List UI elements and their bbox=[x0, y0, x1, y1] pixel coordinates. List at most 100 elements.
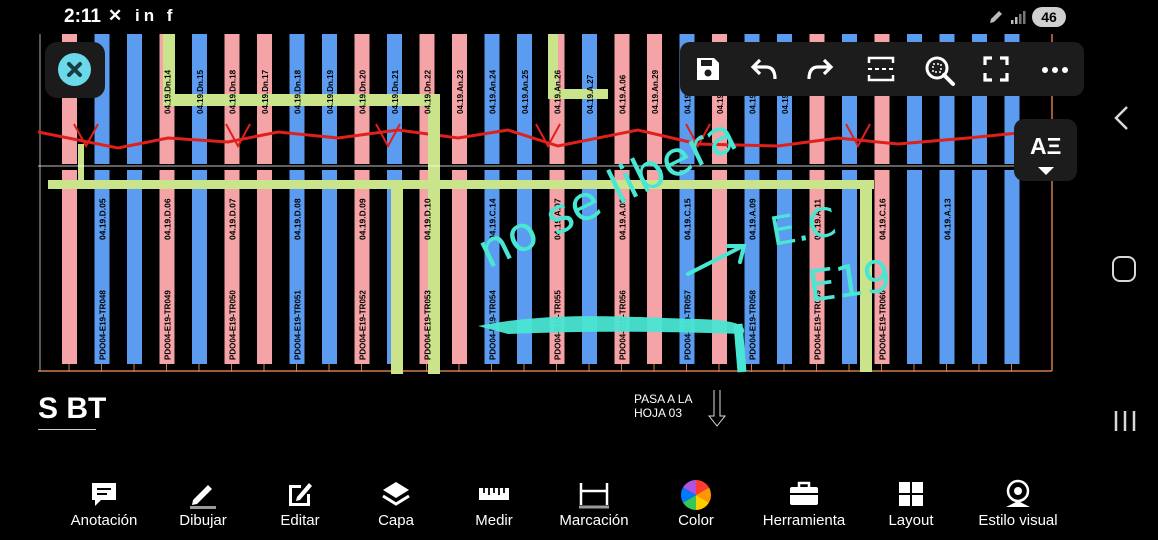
tool-label: Color bbox=[678, 512, 714, 529]
lower-column-bar bbox=[777, 170, 792, 364]
upper-circuit-label: 04.19.Dn.19 bbox=[326, 69, 335, 114]
lower-column-bar bbox=[517, 170, 532, 364]
tool-color[interactable]: Color bbox=[656, 470, 736, 540]
home-nav-button[interactable] bbox=[1112, 256, 1136, 282]
upper-circuit-label: 04.19.Dn.17 bbox=[261, 69, 270, 114]
tool-label: Editar bbox=[280, 512, 320, 529]
mid-circuit-label: 04.19.D.08 bbox=[293, 198, 303, 240]
status-bar: 2:11 ✕ in f 46 bbox=[0, 0, 1158, 34]
lower-column-bar bbox=[224, 170, 240, 364]
lower-column-bar bbox=[127, 170, 142, 364]
comment-icon bbox=[92, 483, 116, 506]
lower-column-bar bbox=[874, 170, 890, 364]
fit-width-icon bbox=[867, 56, 895, 82]
handwritten-text: E.C bbox=[767, 199, 840, 256]
tool-medir[interactable]: Medir bbox=[454, 470, 534, 540]
transformer-label: PDO04-E19-TR058 bbox=[749, 290, 758, 360]
lower-column-bar bbox=[809, 170, 825, 364]
lower-column-bar bbox=[972, 170, 987, 364]
save-button[interactable] bbox=[680, 42, 736, 96]
upper-circuit-label: 04.19.An.29 bbox=[651, 69, 660, 114]
lower-column-bar bbox=[484, 170, 500, 364]
text-style-button[interactable]: AΞ bbox=[1014, 119, 1077, 181]
lower-column-bar bbox=[614, 170, 630, 364]
tool-anotacion[interactable]: Anotación bbox=[60, 470, 148, 540]
continuation-line-2: HOJA 03 bbox=[634, 406, 683, 420]
green-feeder-horizontal bbox=[48, 180, 874, 189]
continuation-line-1: PASA A LA bbox=[634, 392, 693, 406]
lower-column-bar bbox=[712, 170, 727, 364]
visual-style-icon bbox=[1006, 479, 1030, 507]
upper-circuit-label: 04.19.An.24 bbox=[489, 69, 498, 114]
tool-label: Marcación bbox=[559, 512, 629, 529]
transformer-label: PDO04-E19-TR050 bbox=[229, 290, 238, 360]
battery-level: 46 bbox=[1032, 7, 1066, 27]
tool-layout[interactable]: Layout bbox=[872, 470, 950, 540]
dropdown-arrow-icon bbox=[1038, 167, 1054, 175]
notification-icons: ✕ in f bbox=[108, 6, 177, 25]
zoom-area-button[interactable] bbox=[910, 42, 966, 96]
zoom-area-icon bbox=[925, 56, 955, 86]
red-feeder-line bbox=[38, 128, 1049, 150]
upper-circuit-label: 04.19.An.26 bbox=[554, 69, 563, 114]
handwritten-text: E19 bbox=[804, 251, 894, 313]
layers-icon bbox=[382, 482, 410, 506]
cad-drawing[interactable]: 04.19.Dn.14 04.19.Dn.15 04.19.Dn.18 04.19.D… bbox=[38, 34, 1090, 470]
mid-circuit-label: 04.19.A.07 bbox=[553, 198, 563, 240]
lower-column-bar bbox=[907, 170, 922, 364]
tool-herramienta[interactable]: Herramienta bbox=[754, 470, 854, 540]
lower-column-bar bbox=[939, 170, 955, 364]
fullscreen-button[interactable] bbox=[968, 42, 1024, 96]
fit-width-button[interactable] bbox=[852, 42, 908, 96]
close-panel bbox=[45, 42, 105, 98]
undo-icon bbox=[750, 58, 777, 80]
drawing-canvas[interactable]: 04.19.Dn.14 04.19.Dn.15 04.19.Dn.18 04.19.D… bbox=[38, 34, 1090, 470]
green-feeder-vertical bbox=[548, 34, 558, 94]
close-button[interactable] bbox=[58, 53, 91, 86]
lower-column-bar bbox=[62, 170, 77, 364]
edit-indicator-icon bbox=[990, 11, 1002, 23]
mid-circuit-label: 04.19.A.09 bbox=[748, 198, 758, 240]
toolbox-icon bbox=[790, 481, 818, 505]
mid-circuit-label: 04.19.D.06 bbox=[163, 198, 173, 240]
tool-estilo-visual[interactable]: Estilo visual bbox=[966, 470, 1070, 540]
mid-circuit-label: 04.19.A.11 bbox=[813, 199, 823, 240]
tool-label: Herramienta bbox=[762, 512, 846, 529]
back-nav-icon[interactable] bbox=[1112, 104, 1132, 132]
green-feeder-vertical bbox=[391, 189, 403, 374]
more-button[interactable] bbox=[1026, 42, 1082, 96]
green-feeder-top bbox=[163, 94, 438, 106]
dimension-icon bbox=[579, 483, 609, 509]
redo-button[interactable] bbox=[792, 42, 848, 96]
undo-button[interactable] bbox=[736, 42, 792, 96]
lower-column-bar bbox=[192, 170, 207, 364]
annotation-scribble bbox=[478, 316, 745, 334]
tool-dibujar[interactable]: Dibujar bbox=[162, 470, 244, 540]
lower-column-bar bbox=[354, 170, 370, 364]
upper-circuit-label: 04.19.Dn.18 bbox=[229, 69, 238, 114]
lower-column-bar bbox=[842, 170, 857, 364]
mid-circuit-label: 04.19.D.07 bbox=[228, 198, 238, 240]
tool-marcacion[interactable]: Marcación bbox=[550, 470, 638, 540]
tool-label: Capa bbox=[378, 512, 414, 529]
transformer-label: PDO04-E19-TR060 bbox=[879, 290, 888, 360]
mid-circuit-label: 04.19.C.16 bbox=[878, 198, 888, 240]
upper-circuit-label: 04.19.Dn.14 bbox=[164, 69, 173, 114]
close-icon bbox=[67, 62, 82, 77]
tool-capa[interactable]: Capa bbox=[356, 470, 436, 540]
top-toolbar bbox=[680, 42, 1084, 96]
tool-label: Medir bbox=[475, 512, 513, 529]
junction-mark bbox=[225, 123, 251, 149]
tool-editar[interactable]: Editar bbox=[260, 470, 340, 540]
lower-column-bar bbox=[159, 170, 175, 364]
lower-column-bar bbox=[549, 170, 565, 364]
mid-circuit-label: 04.19.A.13 bbox=[943, 198, 953, 240]
upper-circuit-label: 04.19.Dn.15 bbox=[196, 69, 205, 114]
upper-circuit-label: 04.19.Dn.21 bbox=[391, 69, 400, 114]
junction-mark bbox=[375, 123, 401, 149]
lower-column-bar bbox=[582, 170, 597, 364]
save-icon bbox=[697, 58, 719, 80]
lower-column-bar bbox=[289, 170, 305, 364]
recent-apps-icon[interactable] bbox=[1112, 408, 1138, 434]
